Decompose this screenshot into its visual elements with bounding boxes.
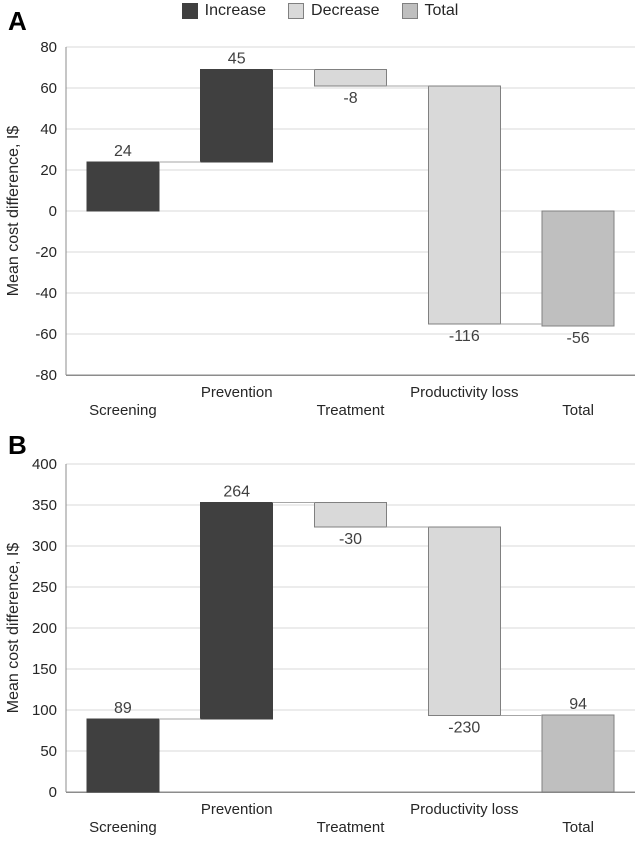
y-tick-label: 150 <box>32 661 57 678</box>
x-category-label-treatment: Treatment <box>317 402 386 419</box>
y-tick-label: 50 <box>40 743 57 760</box>
y-axis-title: Mean cost difference, I$ <box>5 126 22 297</box>
y-tick-label: -60 <box>35 326 57 343</box>
waterfall-chart-b: 400 350 300 250 200 150 100 50 0 Mean cost differ… <box>5 456 635 836</box>
x-category-label-prevention: Prevention <box>201 801 273 818</box>
bar-total <box>541 714 615 793</box>
x-category-label-treatment: Treatment <box>317 819 386 836</box>
value-label-prevention: 45 <box>228 51 246 68</box>
legend-swatch-decrease <box>288 3 305 19</box>
y-tick-label: 250 <box>32 579 57 596</box>
y-tick-label: -20 <box>35 244 57 261</box>
value-label-total: -56 <box>567 330 590 347</box>
x-category-label-screening: Screening <box>89 819 157 836</box>
bar-screening <box>86 718 160 793</box>
value-label-total: 94 <box>569 696 587 713</box>
y-tick-label: 400 <box>32 456 57 473</box>
bar-screening <box>86 161 160 212</box>
value-label-treatment: -30 <box>339 531 362 548</box>
x-category-label-prevention: Prevention <box>201 384 273 401</box>
bar-total <box>541 210 615 327</box>
legend-label-decrease: Decrease <box>311 2 380 19</box>
value-label-screening: 24 <box>114 143 132 160</box>
y-tick-label: 350 <box>32 497 57 514</box>
y-tick-label: 20 <box>40 162 57 179</box>
panel-label-a: A <box>8 6 27 36</box>
y-tick-label: 80 <box>40 39 57 56</box>
legend: Increase Decrease Total <box>0 2 640 20</box>
value-label-screening: 89 <box>114 700 132 717</box>
x-category-label-productivity-loss: Productivity loss <box>410 384 518 401</box>
bar-productivity-loss <box>427 85 501 325</box>
y-tick-label: 0 <box>49 203 57 220</box>
value-label-productivity-loss: -116 <box>449 328 480 345</box>
panel-label-b: B <box>8 430 27 460</box>
x-category-label-productivity-loss: Productivity loss <box>410 801 518 818</box>
legend-label-increase: Increase <box>204 2 267 19</box>
value-label-productivity-loss: -230 <box>448 720 480 737</box>
legend-label-total: Total <box>424 2 459 19</box>
y-tick-label: -80 <box>35 367 57 384</box>
legend-swatch-total <box>401 3 418 19</box>
x-category-label-screening: Screening <box>89 402 157 419</box>
y-tick-label: -40 <box>35 285 57 302</box>
legend-item-total: Total <box>401 2 459 20</box>
legend-item-increase: Increase <box>181 2 267 20</box>
y-axis-title: Mean cost difference, I$ <box>5 543 22 714</box>
x-category-label-total: Total <box>562 819 594 836</box>
y-tick-label: 300 <box>32 538 57 555</box>
bar-prevention <box>200 69 274 163</box>
y-tick-label: 60 <box>40 80 57 97</box>
value-label-treatment: -8 <box>343 90 357 107</box>
y-tick-label: 0 <box>49 784 57 801</box>
y-tick-label: 40 <box>40 121 57 138</box>
bar-treatment <box>314 69 387 87</box>
legend-swatch-increase <box>181 3 198 19</box>
x-category-label-total: Total <box>562 402 594 419</box>
value-label-prevention: 264 <box>223 484 250 501</box>
bar-prevention <box>200 502 274 720</box>
y-tick-label: 200 <box>32 620 57 637</box>
legend-item-decrease: Decrease <box>288 2 380 20</box>
waterfall-chart-a: 80 60 40 20 0 -20 -40 -60 -80 Mean cost differenc… <box>5 39 635 419</box>
bar-treatment <box>314 502 387 528</box>
bar-productivity-loss <box>427 526 501 717</box>
y-tick-label: 100 <box>32 702 57 719</box>
